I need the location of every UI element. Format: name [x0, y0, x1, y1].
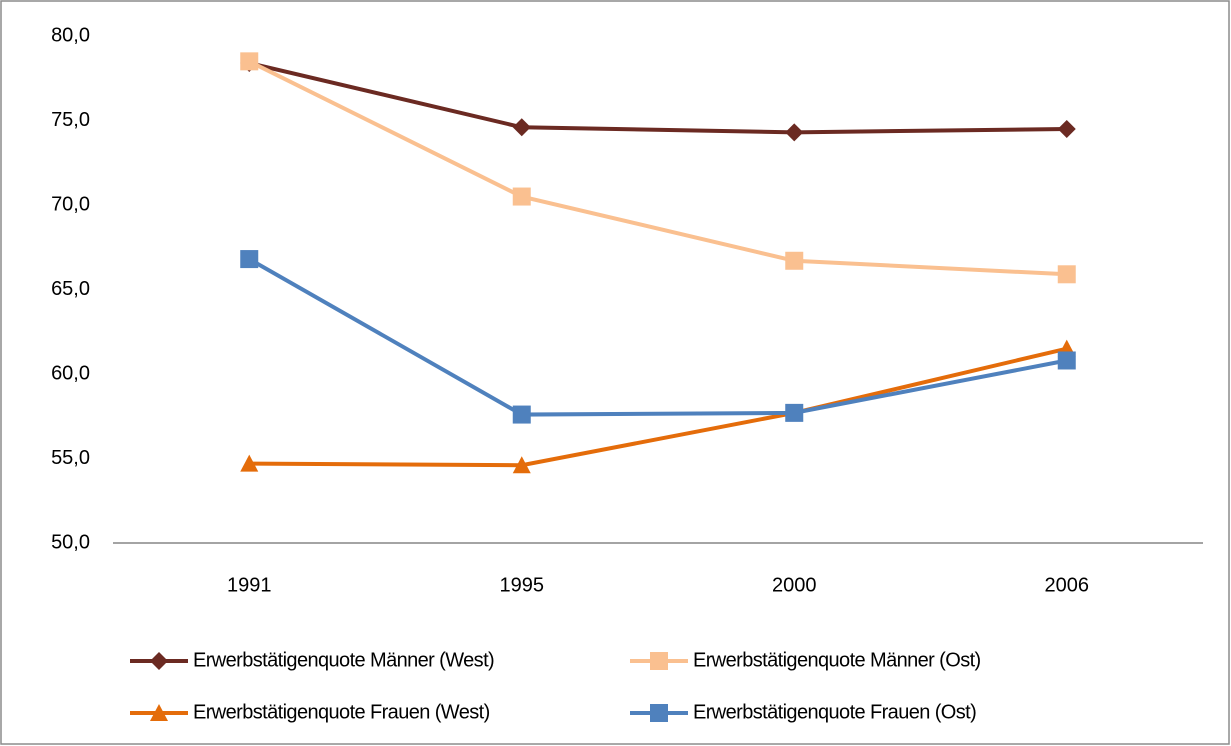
legend-label: Erwerbstätigenquote Frauen (Ost) — [693, 701, 976, 723]
legend-label: Erwerbstätigenquote Frauen (West) — [193, 701, 490, 723]
marker — [1057, 265, 1076, 284]
y-tick-label: 50,0 — [51, 531, 90, 553]
series-line — [248, 59, 1067, 277]
marker — [785, 123, 804, 142]
y-tick-label: 60,0 — [51, 362, 90, 384]
marker — [650, 652, 668, 670]
marker — [512, 187, 531, 206]
x-tick-label: 2006 — [1045, 574, 1090, 596]
series-line — [248, 61, 1067, 135]
series-line — [249, 346, 1068, 468]
marker — [512, 118, 531, 137]
marker — [240, 454, 259, 472]
marker — [240, 250, 259, 269]
marker — [785, 251, 804, 270]
y-tick-label: 75,0 — [51, 109, 90, 131]
marker — [150, 704, 168, 721]
series-line — [248, 257, 1068, 417]
x-tick-label: 1991 — [227, 574, 272, 596]
x-tick-label: 1995 — [500, 574, 545, 596]
marker — [150, 652, 168, 670]
marker — [512, 405, 531, 424]
marker — [240, 52, 259, 71]
marker — [512, 456, 531, 474]
marker — [650, 704, 668, 722]
legend-label: Erwerbstätigenquote Männer (West) — [193, 649, 494, 671]
legend-label: Erwerbstätigenquote Männer (Ost) — [693, 649, 981, 671]
y-tick-label: 65,0 — [51, 278, 90, 300]
marker — [1057, 351, 1076, 370]
marker — [1057, 119, 1076, 138]
y-tick-label: 70,0 — [51, 193, 90, 215]
marker — [785, 403, 804, 422]
x-tick-label: 2000 — [772, 574, 817, 596]
y-tick-label: 80,0 — [51, 24, 90, 46]
y-tick-label: 55,0 — [51, 447, 90, 469]
